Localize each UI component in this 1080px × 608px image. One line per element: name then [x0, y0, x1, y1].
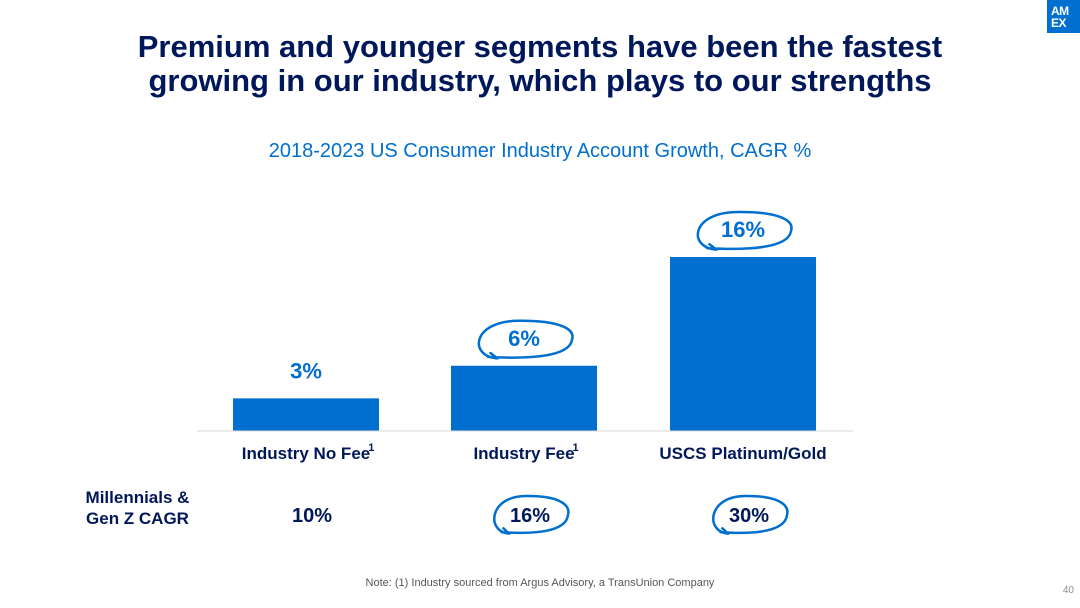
bar-3 [670, 257, 816, 431]
page-title-line-2: growing in our industry, which plays to … [148, 63, 932, 98]
logo-line-2: EX [1051, 15, 1067, 30]
secondary-row-layer: 10% 16% 30% [292, 494, 789, 535]
value-highlight-circle-2 [477, 319, 574, 360]
row-highlight-circle-3 [712, 494, 789, 535]
category-label-3: USCS Platinum/Gold [659, 444, 826, 463]
row-highlight-circle-2 [493, 494, 570, 535]
category-footnote-marker-2: 1 [573, 442, 579, 454]
category-footnote-marker-1: 1 [368, 442, 374, 454]
chart-title: 2018-2023 US Consumer Industry Account G… [268, 140, 812, 162]
value-highlight-circle-3 [696, 210, 793, 251]
secondary-row-label-line-2: Gen Z CAGR [86, 509, 189, 528]
bar-2 [451, 365, 597, 431]
page-title: Premium and younger segments have been t… [0, 30, 1080, 98]
secondary-row-label-line-1: Millennials & [85, 488, 190, 507]
logo-line-1: AM [1051, 3, 1069, 18]
page-number: 40 [1062, 585, 1074, 596]
millennials-value-3: 30% [729, 505, 769, 527]
secondary-row-label: Millennials & Gen Z CAGR [70, 487, 205, 529]
bar-value-label-3: 16% [721, 217, 765, 242]
footnote: Note: (1) Industry sourced from Argus Ad… [365, 577, 715, 589]
amex-logo: AM EX [1047, 0, 1080, 33]
category-label-2: Industry Fee [473, 444, 574, 463]
category-label-1: Industry No Fee [242, 444, 370, 463]
bar-1 [233, 398, 379, 431]
bar-value-label-1: 3% [290, 358, 322, 383]
millennials-value-2: 16% [510, 505, 550, 527]
bar-value-label-2: 6% [508, 326, 540, 351]
millennials-value-1: 10% [292, 505, 332, 527]
page-title-line-1: Premium and younger segments have been t… [137, 29, 943, 64]
bars-layer [233, 257, 816, 431]
